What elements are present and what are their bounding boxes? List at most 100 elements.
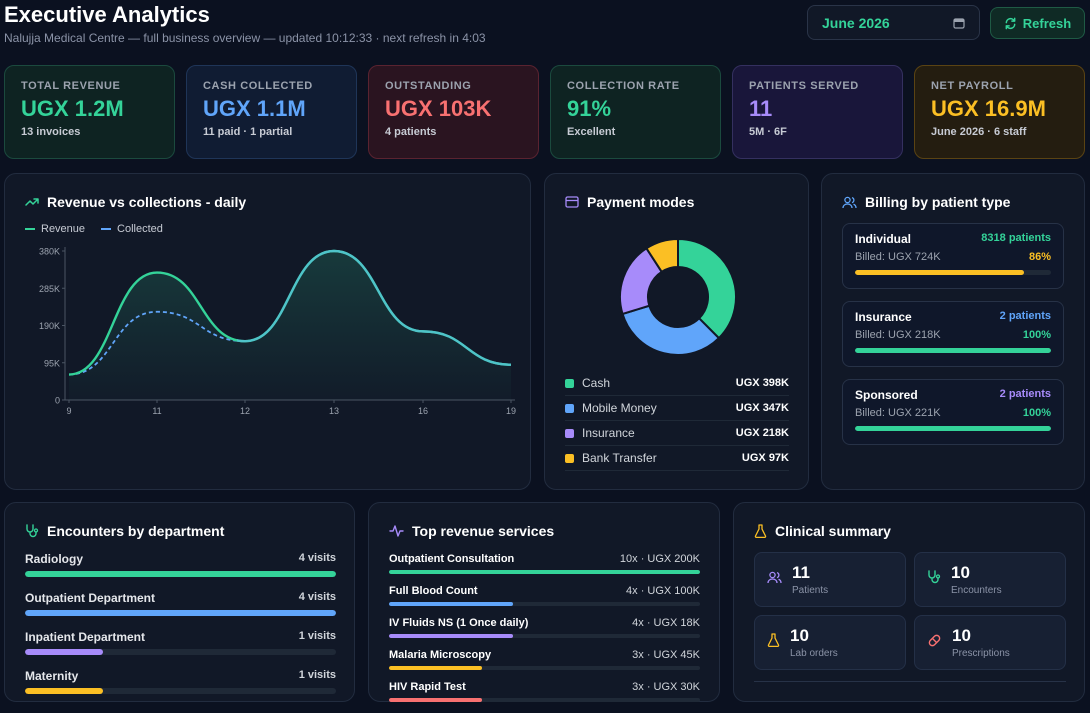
billing-patient-count: 2 patients: [999, 310, 1051, 322]
donut-slice-mobile-money[interactable]: [621, 304, 721, 356]
service-name: Full Blood Count: [389, 585, 478, 597]
kpi-sub: June 2026 · 6 staff: [931, 126, 1027, 138]
kpi-label: OUTSTANDING: [385, 80, 472, 92]
clinical-card: Clinical summary 11 Patients 10 Encounters 1…: [733, 502, 1085, 702]
kpi-value: UGX 103K: [385, 96, 492, 121]
activity-icon: [389, 525, 404, 537]
month-value: June 2026: [822, 14, 890, 31]
billing-progress-fill: [855, 348, 1051, 353]
refresh-label: Refresh: [1022, 15, 1072, 31]
encounters-card: Encounters by department Radiology 4 visi…: [4, 502, 355, 702]
billing-type-name: Insurance: [855, 310, 912, 324]
y-tick-label: 190K: [39, 321, 60, 331]
clinical-divider: [754, 681, 1066, 682]
users-icon: [842, 196, 857, 208]
legend-swatch: [565, 453, 574, 463]
department-visits: 1 visits: [298, 630, 336, 642]
calendar-icon[interactable]: [953, 17, 965, 29]
billing-title: Billing by patient type: [865, 194, 1011, 210]
stethoscope-icon: [927, 570, 941, 589]
service-bar-track: [389, 698, 700, 702]
billing-progress-track: [855, 270, 1051, 275]
revenue-area: [69, 251, 511, 400]
department-visits: 4 visits: [298, 591, 336, 603]
kpi-label: PATIENTS SERVED: [749, 80, 859, 92]
payment-mode-label: Mobile Money: [582, 401, 657, 415]
encounters-title-wrap: Encounters by department: [25, 523, 224, 539]
y-tick-label: 380K: [39, 247, 60, 257]
kpi-card-4: PATIENTS SERVED 11 5M · 6F: [732, 65, 903, 159]
department-name: Inpatient Department: [25, 630, 146, 644]
billing-percent: 86%: [1028, 251, 1051, 263]
service-bar-track: [389, 666, 700, 670]
billing-patient-count: 2 patients: [999, 388, 1051, 400]
department-bar-fill: [25, 571, 336, 577]
billing-amount: Billed: UGX 221K: [855, 407, 941, 419]
payment-legend-left: Insurance: [565, 426, 635, 440]
department-bar-track: [25, 571, 336, 577]
service-bar-track: [389, 602, 700, 606]
payment-mode-value: UGX 218K: [735, 427, 789, 439]
billing-type-name: Sponsored: [855, 388, 918, 402]
service-detail: 10x · UGX 200K: [619, 553, 700, 565]
service-row: IV Fluids NS (1 Once daily) 4x · UGX 18K: [389, 617, 700, 638]
kpi-sub: 13 invoices: [21, 126, 81, 138]
overlap-line: [237, 249, 512, 366]
clinical-stat-value: 10: [952, 626, 971, 645]
service-bar-fill: [389, 666, 483, 670]
billing-item: Insurance 2 patients Billed: UGX 218K 100%: [842, 301, 1064, 367]
clinical-stat-encounters: 10 Encounters: [914, 552, 1066, 607]
billing-progress-fill: [855, 426, 1051, 431]
department-bar-track: [25, 688, 336, 694]
clinical-stat-value: 10: [951, 563, 970, 582]
payment-modes-title-wrap: Payment modes: [565, 194, 694, 210]
payment-legend-left: Cash: [565, 376, 610, 390]
revenue-chart-card: Revenue vs collections - daily Revenue C…: [4, 173, 531, 490]
service-bar-track: [389, 634, 700, 638]
billing-progress-track: [855, 348, 1051, 353]
donut-slice-bank-transfer[interactable]: [645, 237, 679, 274]
y-tick-label: 285K: [39, 284, 60, 294]
clinical-stat-label: Prescriptions: [952, 648, 1010, 659]
department-bar-fill: [25, 688, 103, 694]
donut-slice-cash[interactable]: [677, 237, 737, 340]
x-tick-label: 12: [240, 406, 250, 416]
billing-amount: Billed: UGX 218K: [855, 329, 941, 341]
services-title: Top revenue services: [412, 523, 555, 539]
billing-type-name: Individual: [855, 232, 912, 246]
x-tick-label: 19: [506, 406, 516, 416]
kpi-sub: Excellent: [567, 126, 616, 138]
x-tick-label: 16: [418, 406, 428, 416]
kpi-sub: 11 paid · 1 partial: [203, 126, 293, 138]
kpi-card-0: TOTAL REVENUE UGX 1.2M 13 invoices: [4, 65, 175, 159]
payment-mode-value: UGX 97K: [741, 452, 789, 464]
trending-up-icon: [25, 198, 39, 206]
service-row: HIV Rapid Test 3x · UGX 30K: [389, 681, 700, 702]
legend-collected: Collected: [101, 223, 163, 235]
payment-mode-label: Cash: [582, 376, 611, 390]
kpi-label: CASH COLLECTED: [203, 80, 313, 92]
billing-progress-fill: [855, 270, 1024, 275]
service-detail: 4x · UGX 18K: [632, 617, 700, 629]
payment-legend-left: Mobile Money: [565, 401, 657, 415]
service-bar-fill: [389, 602, 514, 606]
kpi-label: NET PAYROLL: [931, 80, 1014, 92]
payment-modes-card: Payment modes Cash UGX 398K Mobile Money UG…: [544, 173, 809, 490]
refresh-button[interactable]: Refresh: [990, 7, 1085, 39]
department-name: Maternity: [25, 669, 79, 683]
service-bar-fill: [389, 570, 700, 574]
service-bar-fill: [389, 634, 514, 638]
kpi-label: TOTAL REVENUE: [21, 80, 121, 92]
billing-amount: Billed: UGX 724K: [855, 251, 941, 263]
billing-percent: 100%: [1022, 407, 1051, 419]
y-tick-label: 95K: [44, 358, 60, 368]
service-name: IV Fluids NS (1 Once daily): [389, 617, 529, 629]
x-tick-label: 11: [152, 406, 161, 416]
service-row: Malaria Microscopy 3x · UGX 45K: [389, 649, 700, 670]
billing-card: Billing by patient type Individual 8318 p…: [821, 173, 1085, 490]
revenue-chart-title-wrap: Revenue vs collections - daily: [25, 194, 246, 210]
kpi-value: 11: [749, 96, 773, 121]
month-picker[interactable]: June 2026: [807, 5, 980, 40]
service-bar-track: [389, 570, 700, 574]
legend-revenue-label: Revenue: [41, 223, 86, 235]
